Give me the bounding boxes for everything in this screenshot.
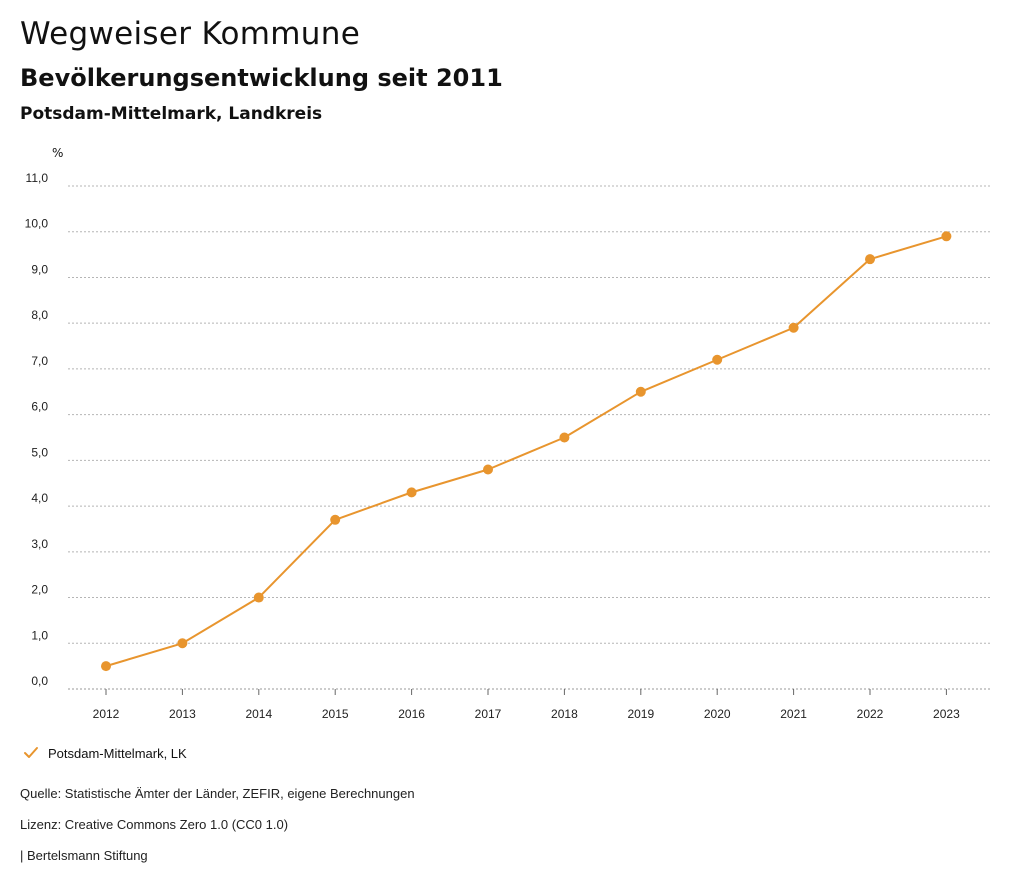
legend-label: Potsdam-Mittelmark, LK xyxy=(48,745,187,761)
x-tick-label: 2023 xyxy=(933,707,960,721)
y-tick-label: 2,0 xyxy=(31,583,48,597)
chart-subtitle: Bevölkerungsentwicklung seit 2011 xyxy=(20,64,503,92)
x-tick-label: 2016 xyxy=(398,707,425,721)
data-point xyxy=(483,464,493,475)
data-point xyxy=(635,386,646,397)
y-axis-unit: % xyxy=(52,146,64,160)
x-tick-label: 2020 xyxy=(704,707,731,721)
series-line xyxy=(105,235,947,668)
data-point xyxy=(788,322,799,333)
x-tick-label: 2018 xyxy=(551,707,578,721)
x-tick-label: 2021 xyxy=(780,707,807,721)
x-tick-label: 2022 xyxy=(857,707,884,721)
y-tick-label: 10,0 xyxy=(25,217,49,231)
data-point xyxy=(177,638,188,649)
region-name: Potsdam-Mittelmark, Landkreis xyxy=(20,104,323,124)
x-tick-label: 2013 xyxy=(169,707,196,721)
y-tick-label: 5,0 xyxy=(31,445,48,459)
y-tick-label: 3,0 xyxy=(31,537,48,551)
y-tick-label: 0,0 xyxy=(31,674,48,688)
y-tick-label: 1,0 xyxy=(31,628,48,642)
line-chart: 0,0 1,0 2,0 3,0 4,0 5,0 6,0 7,0 8,0 9,0 10,0 11,0 20… xyxy=(25,171,990,721)
data-point xyxy=(865,254,875,265)
data-point xyxy=(559,432,570,443)
y-tick-label: 9,0 xyxy=(31,262,48,276)
x-tick-label: 2019 xyxy=(627,707,654,721)
brand-credit: | Bertelsmann Stiftung xyxy=(20,848,148,863)
y-tick-label: 8,0 xyxy=(31,308,48,322)
x-tick-label: 2012 xyxy=(93,707,120,721)
source-note: Quelle: Statistische Ämter der Länder, Z… xyxy=(20,786,415,801)
x-tick-label: 2015 xyxy=(322,707,349,721)
x-tick-label: 2017 xyxy=(475,707,502,721)
data-point xyxy=(253,592,264,603)
data-point xyxy=(406,487,417,498)
data-point xyxy=(330,514,341,525)
y-tick-label: 4,0 xyxy=(31,491,48,505)
x-tick-label: 2014 xyxy=(245,707,272,721)
page-title: Wegweiser Kommune xyxy=(20,16,361,52)
checkmark-icon xyxy=(24,747,38,758)
data-point xyxy=(101,661,111,672)
y-tick-label: 6,0 xyxy=(31,400,48,414)
license-note: Lizenz: Creative Commons Zero 1.0 (CC0 1… xyxy=(20,817,289,832)
y-tick-label: 7,0 xyxy=(31,354,48,368)
y-tick-label: 11,0 xyxy=(26,171,49,185)
legend[interactable]: Potsdam-Mittelmark, LK xyxy=(22,744,187,762)
data-point xyxy=(941,231,952,242)
data-point xyxy=(712,354,723,365)
